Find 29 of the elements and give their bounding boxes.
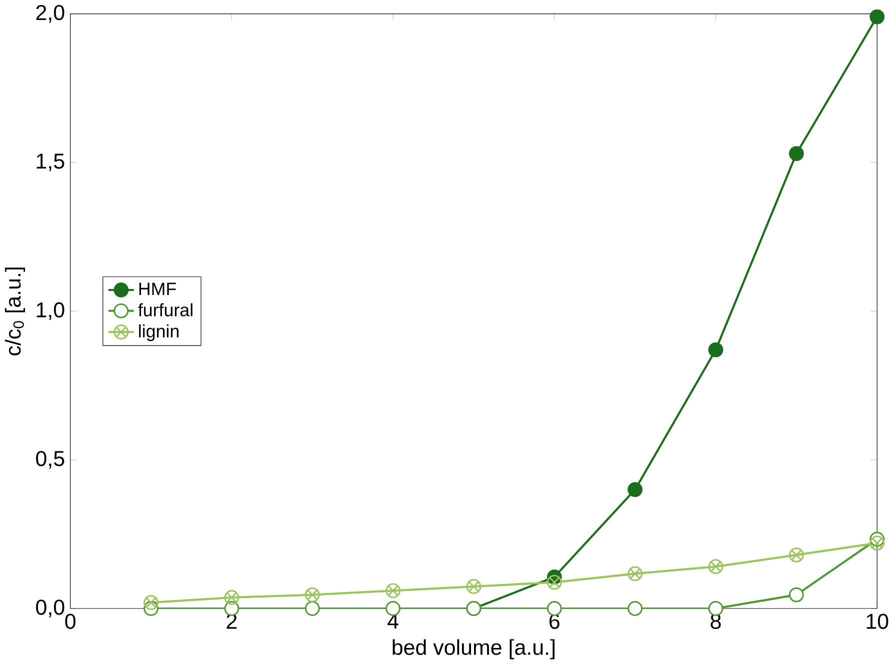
point <box>788 547 804 562</box>
point <box>224 590 240 605</box>
point <box>546 574 562 590</box>
point <box>304 587 320 602</box>
x-tick-label: 10 <box>866 614 888 629</box>
y-tick-label: 1,5 <box>36 154 64 172</box>
point <box>386 583 400 598</box>
point <box>546 600 562 616</box>
point <box>466 578 482 594</box>
point <box>870 9 885 24</box>
y-tick-label: 2,0 <box>36 4 64 23</box>
legend-label: furfural <box>138 303 192 316</box>
y-axis-title: c/c$_{0}$ [a.u.] <box>4 268 25 356</box>
y-tick-label: 0,5 <box>36 450 64 469</box>
point <box>628 566 643 582</box>
point <box>870 536 885 550</box>
point <box>788 587 804 602</box>
point <box>708 559 724 574</box>
y-tick-label: 0,0 <box>36 600 64 618</box>
legend-label: HMF <box>139 282 176 295</box>
point <box>708 600 724 616</box>
x-tick-label: 0 <box>65 614 76 629</box>
point <box>628 482 643 497</box>
point <box>788 146 804 161</box>
point <box>144 595 158 610</box>
legend-label: lignin <box>139 324 178 341</box>
x-axis-title: bed volume [a.u.] <box>392 639 555 660</box>
point <box>708 342 724 358</box>
y-tick-label: 1,0 <box>36 302 64 320</box>
